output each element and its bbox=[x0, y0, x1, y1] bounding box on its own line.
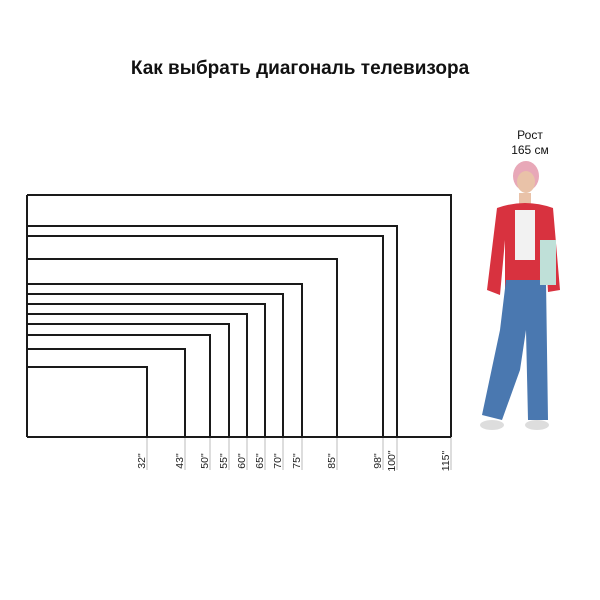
person-height-label: Рост 165 см bbox=[490, 128, 570, 158]
tv-outline-60 bbox=[27, 313, 248, 437]
tv-outline-70 bbox=[27, 293, 284, 437]
size-label-55: 55" bbox=[218, 453, 230, 469]
tv-outline-32 bbox=[27, 366, 148, 437]
tv-outline-50 bbox=[27, 334, 211, 437]
size-label-100: 100" bbox=[386, 450, 398, 472]
size-label-70: 70" bbox=[272, 453, 284, 469]
tv-outline-65 bbox=[27, 303, 266, 437]
size-label-65: 65" bbox=[254, 453, 266, 469]
page-title: Как выбрать диагональ телевизора bbox=[130, 58, 470, 79]
tv-outline-115 bbox=[27, 194, 452, 437]
size-label-43: 43" bbox=[174, 453, 186, 469]
size-label-32: 32" bbox=[136, 453, 148, 469]
tv-outline-43 bbox=[27, 348, 186, 437]
size-label-115: 115" bbox=[440, 450, 452, 471]
tv-outline-85 bbox=[27, 258, 338, 437]
size-label-98: 98" bbox=[372, 453, 384, 469]
height-label-value: 165 см bbox=[511, 143, 549, 157]
size-label-60: 60" bbox=[236, 453, 248, 469]
size-label-85: 85" bbox=[326, 453, 338, 469]
tv-outline-55 bbox=[27, 323, 230, 437]
tv-outline-75 bbox=[27, 283, 303, 437]
tv-outline-100 bbox=[27, 225, 398, 437]
height-label-word: Рост bbox=[517, 128, 543, 142]
tv-outline-98 bbox=[27, 235, 384, 437]
size-label-75: 75" bbox=[291, 453, 303, 469]
size-label-50: 50" bbox=[199, 453, 211, 469]
